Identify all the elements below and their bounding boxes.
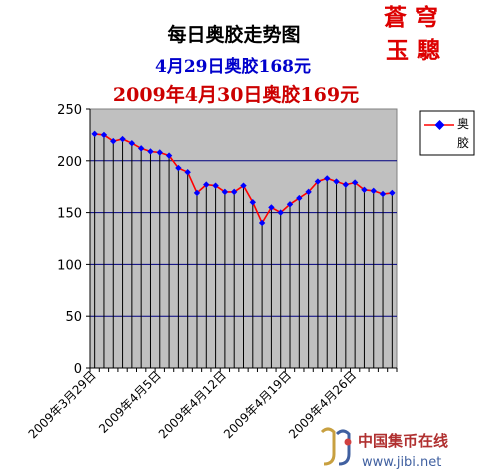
y-tick-label: 0 — [74, 362, 82, 377]
legend-label-line1: 奥 — [457, 117, 469, 131]
data-point — [324, 175, 331, 182]
data-point — [100, 131, 108, 139]
data-point — [119, 135, 126, 143]
seal-stamp: 蒼穹 玉驄 — [384, 4, 448, 64]
data-point — [165, 152, 173, 159]
chart-titles: 每日奥胶走势图 4月29日奥胶168元 2009年4月30日奥胶169元 — [113, 23, 359, 106]
data-point — [184, 168, 191, 176]
data-point — [286, 201, 294, 208]
data-point — [277, 209, 284, 216]
data-point — [137, 145, 145, 152]
data-point — [221, 188, 229, 196]
data-point — [212, 182, 219, 189]
y-tick-label: 150 — [57, 207, 82, 222]
seal-stamp-text-2: 玉驄 — [386, 37, 448, 64]
jibi-logo-icon — [320, 427, 352, 466]
x-tick-label: 2009年4月19日 — [221, 368, 294, 441]
x-tick-label: 2009年4月5日 — [96, 368, 164, 436]
data-point — [333, 178, 340, 185]
legend-label-line2: 胶 — [457, 135, 469, 150]
y-axis: 0 50 100 150 200 250 — [57, 103, 91, 377]
data-point — [268, 204, 275, 211]
legend: 奥 胶 — [419, 110, 475, 156]
data-point — [389, 189, 396, 197]
seal-stamp-text-1: 蒼穹 — [384, 4, 446, 31]
data-point — [249, 199, 257, 206]
watermark: 中国集币在线 www.jibi.net — [320, 427, 448, 470]
data-point — [110, 137, 117, 145]
data-point — [91, 130, 98, 138]
y-tick-label: 250 — [57, 103, 82, 118]
data-point — [361, 186, 368, 194]
data-point — [193, 189, 201, 197]
data-point — [128, 139, 136, 147]
data-point — [203, 181, 210, 188]
x-tick-label: 2009年3月29日 — [26, 368, 99, 441]
data-point — [379, 190, 387, 198]
watermark-brand: 中国集币在线 — [358, 432, 448, 450]
watermark-url: www.jibi.net — [362, 455, 441, 470]
chart-subtitle-2: 2009年4月30日奥胶169元 — [113, 83, 359, 106]
data-point — [370, 187, 377, 195]
data-point — [156, 149, 163, 156]
data-point — [175, 164, 182, 172]
data-point — [305, 188, 312, 196]
chart-subtitle-1: 4月29日奥胶168元 — [155, 56, 311, 77]
y-tick-label: 200 — [57, 155, 82, 170]
legend-box — [419, 110, 475, 156]
series-line — [91, 130, 396, 227]
data-point — [230, 188, 238, 196]
data-point — [314, 178, 322, 185]
data-point — [240, 182, 247, 189]
data-point — [147, 148, 154, 155]
data-point — [258, 219, 266, 227]
data-point — [296, 194, 303, 202]
drop-lines — [94, 133, 393, 368]
data-point — [351, 179, 359, 186]
y-tick-label: 50 — [65, 310, 82, 325]
data-point — [342, 181, 350, 188]
chart-title: 每日奥胶走势图 — [167, 23, 300, 46]
x-tick-label: 2009年4月12日 — [156, 368, 229, 441]
y-tick-label: 100 — [57, 258, 82, 273]
